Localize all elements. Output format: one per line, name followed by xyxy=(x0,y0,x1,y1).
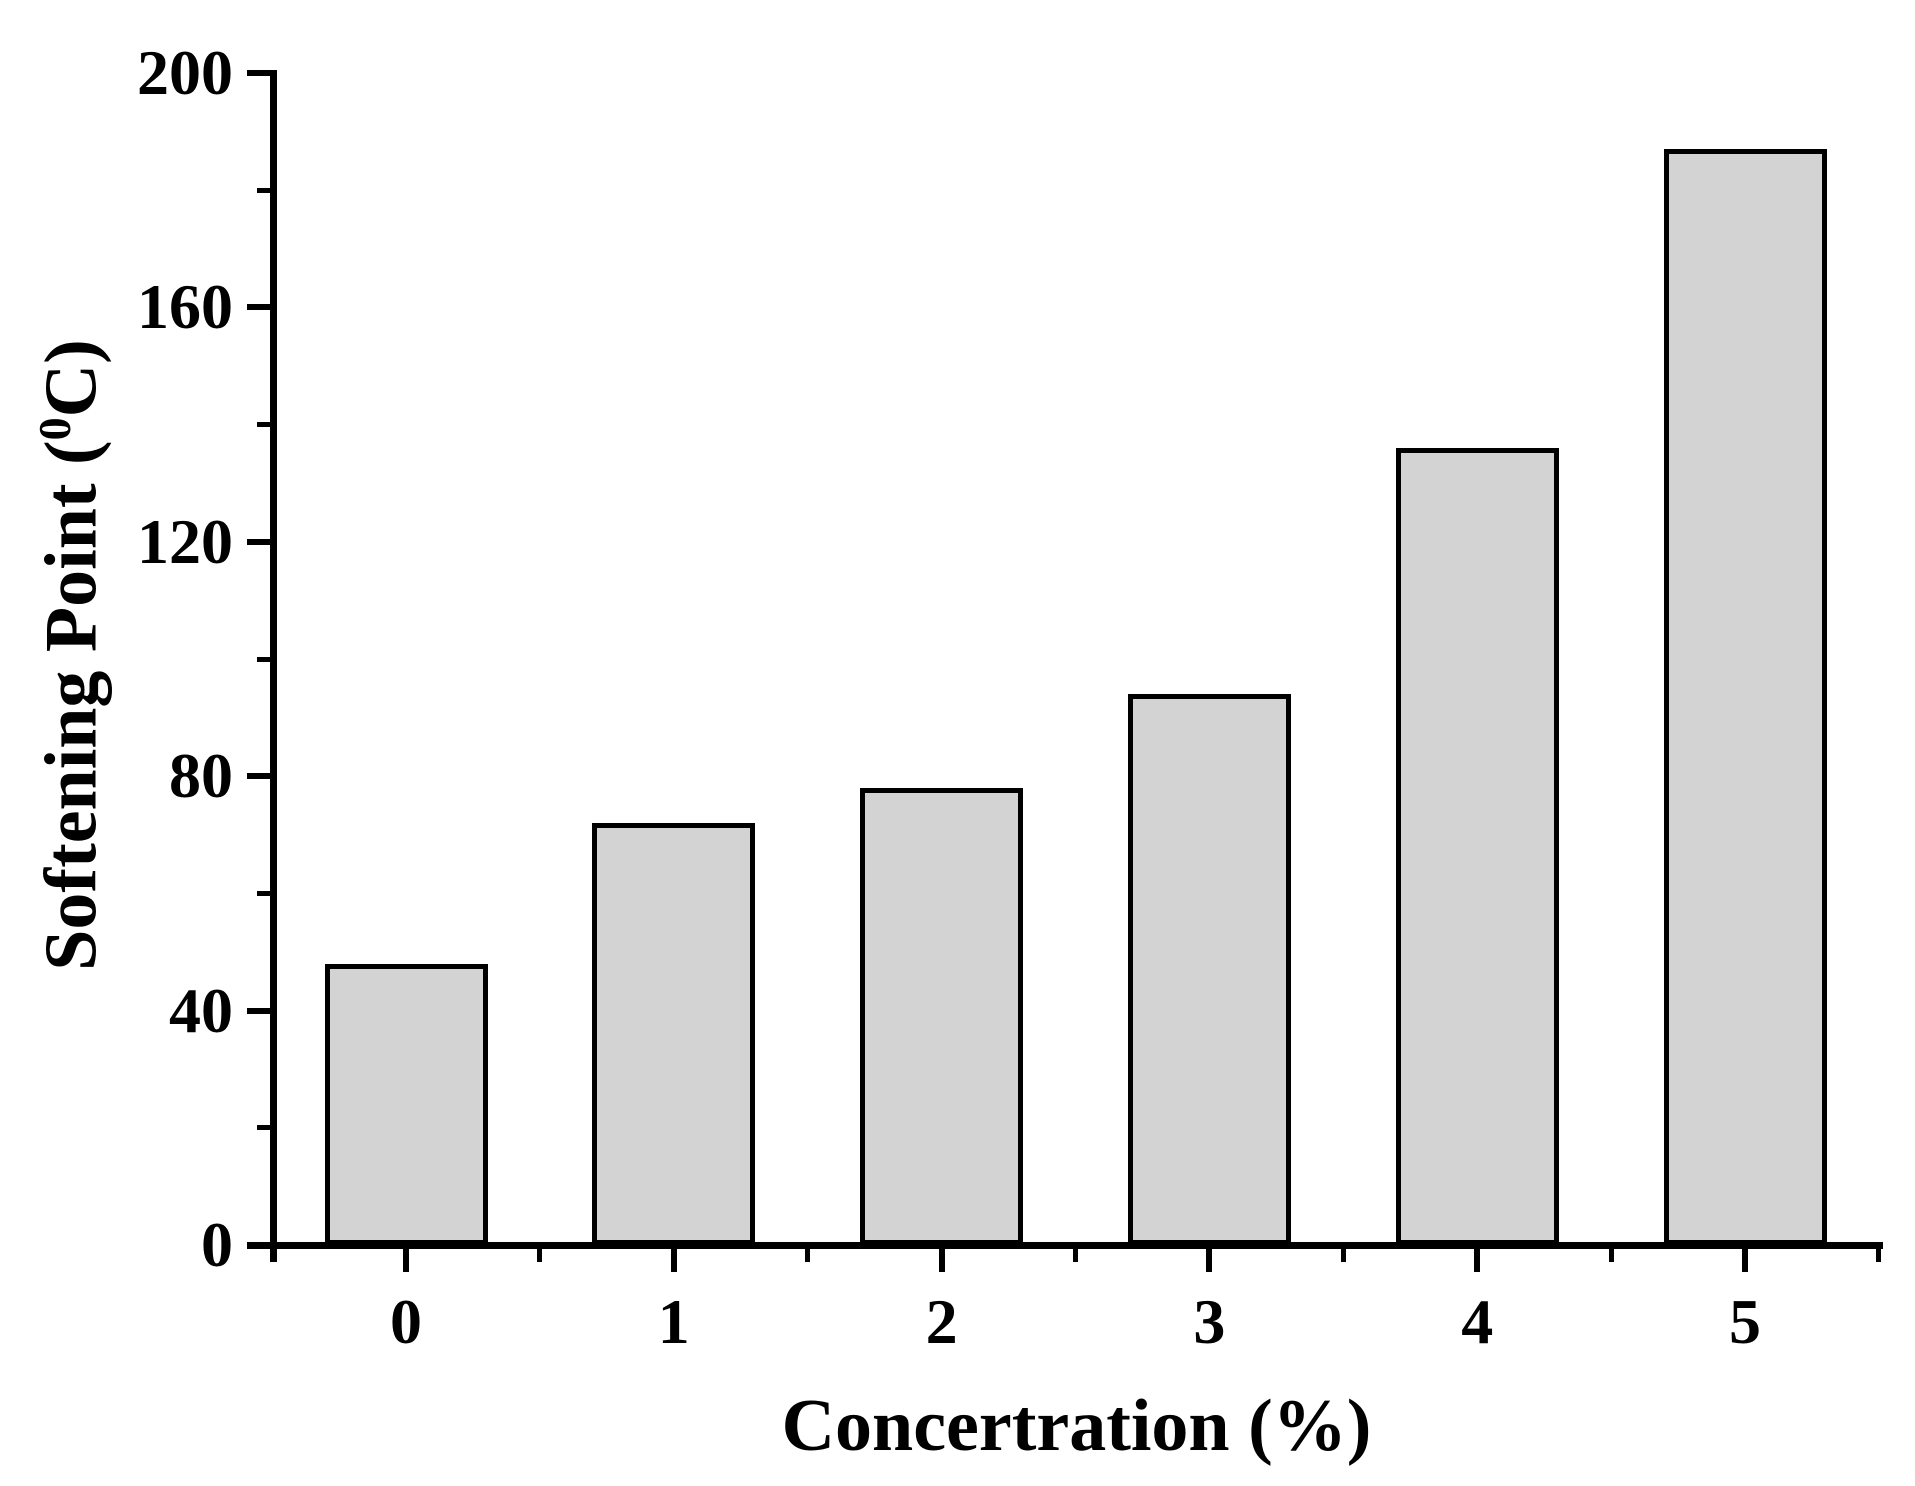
bar-category-2 xyxy=(860,787,1024,1245)
x-tick-label-5: 5 xyxy=(1729,1286,1761,1357)
bar-category-1 xyxy=(592,823,756,1245)
x-minor-tick-2.5 xyxy=(1073,1245,1078,1262)
x-minor-tick-1.5 xyxy=(805,1245,811,1262)
x-tick-label-2: 2 xyxy=(925,1286,958,1357)
y-tick-label-40: 40 xyxy=(169,974,233,1046)
y-axis-title: Softening Point (0C) xyxy=(28,339,115,971)
x-major-tick-2 xyxy=(938,1245,945,1272)
y-major-tick-120 xyxy=(247,538,273,545)
bar-category-3 xyxy=(1127,694,1291,1245)
x-major-tick-4 xyxy=(1474,1245,1481,1272)
y-minor-tick-60 xyxy=(257,890,273,896)
x-minor-tick-0.5 xyxy=(537,1245,543,1262)
y-axis-title-superscript: 0 xyxy=(28,417,80,441)
y-major-tick-160 xyxy=(247,304,273,311)
x-tick-label-3: 3 xyxy=(1193,1286,1226,1357)
y-minor-tick-100 xyxy=(257,656,273,662)
x-axis-title: Concertration (%) xyxy=(781,1385,1372,1467)
y-axis-title-suffix: C) xyxy=(30,339,113,418)
x-major-tick-5 xyxy=(1742,1245,1748,1272)
y-major-tick-80 xyxy=(247,773,273,780)
bar-category-4 xyxy=(1395,448,1559,1245)
y-axis-title-prefix: Softening Point ( xyxy=(30,440,113,971)
y-major-tick-40 xyxy=(247,1007,273,1014)
y-minor-tick-180 xyxy=(257,187,273,193)
y-minor-tick-140 xyxy=(257,422,273,428)
y-tick-label-200: 200 xyxy=(137,37,233,108)
y-tick-label-80: 80 xyxy=(169,740,233,812)
x-tick-label-4: 4 xyxy=(1461,1286,1494,1357)
bar-category-0 xyxy=(324,963,488,1245)
y-tick-label-160: 160 xyxy=(137,271,233,343)
x-minor-tick-5.5 xyxy=(1876,1245,1882,1262)
x-tick-label-0: 0 xyxy=(390,1286,422,1357)
y-tick-label-0: 0 xyxy=(201,1209,233,1280)
y-major-tick-200 xyxy=(247,70,273,76)
y-tick-label-120: 120 xyxy=(137,505,233,577)
x-minor-tick-3.5 xyxy=(1340,1245,1346,1262)
x-minor-tick-4.5 xyxy=(1608,1245,1614,1262)
y-minor-tick-20 xyxy=(257,1125,273,1131)
bar-category-5 xyxy=(1663,149,1827,1245)
x-tick-label-1: 1 xyxy=(657,1286,690,1357)
x-axis-line xyxy=(247,1242,1883,1249)
x-major-tick-3 xyxy=(1206,1245,1213,1272)
y-axis-line xyxy=(270,70,277,1262)
x-major-tick-0 xyxy=(403,1245,409,1272)
x-major-tick-1 xyxy=(670,1245,677,1272)
